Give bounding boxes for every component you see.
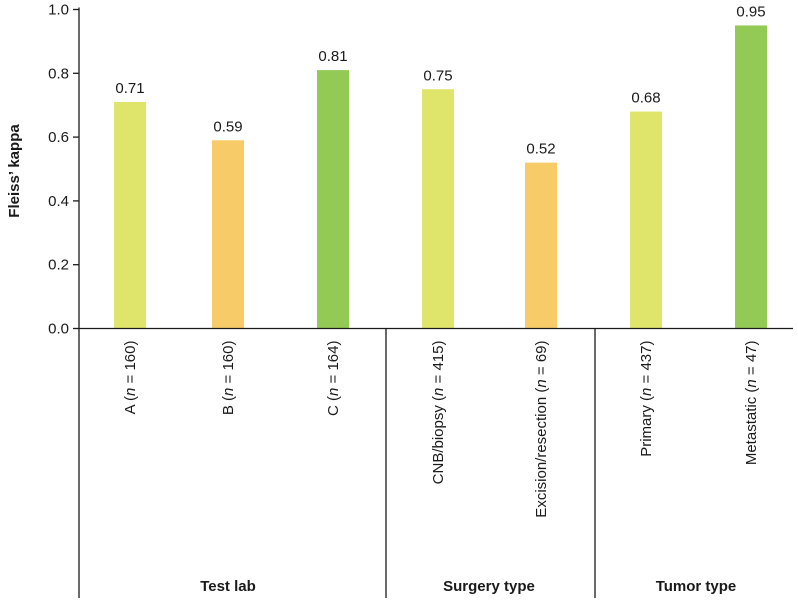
bar: [630, 111, 662, 329]
bar: [317, 70, 349, 329]
value-label: 0.52: [526, 141, 555, 158]
category-label: B (n = 160): [220, 341, 237, 416]
category-label: CNB/biopsy (n = 415): [430, 341, 447, 485]
bars: 0.71 0.59 0.81 0.75 0.52 0.68 0.95: [114, 3, 767, 329]
bar: [525, 162, 557, 329]
bar: [114, 102, 146, 329]
category-label: Primary (n = 437): [638, 341, 655, 457]
value-label: 0.75: [423, 67, 452, 84]
y-tick-label: 1.0: [48, 2, 69, 19]
y-axis-title: Fleiss’ kappa: [6, 124, 23, 218]
category-label: Excision/resection (n = 69): [533, 341, 550, 518]
bar: [212, 140, 244, 329]
value-label: 0.95: [736, 3, 765, 20]
value-label: 0.81: [318, 48, 347, 65]
y-axis: 0.0 0.2 0.4 0.6 0.8 1.0: [48, 2, 80, 598]
y-tick-label: 0.0: [48, 321, 69, 338]
group-label: Test lab: [200, 578, 256, 595]
group-label: Tumor type: [656, 578, 737, 595]
y-tick-label: 0.8: [48, 65, 69, 82]
bar: [422, 89, 454, 329]
group-label: Surgery type: [443, 578, 535, 595]
category-label: A (n = 160): [122, 341, 139, 415]
y-tick-label: 0.2: [48, 257, 69, 274]
y-tick-label: 0.4: [48, 193, 69, 210]
value-label: 0.71: [115, 80, 144, 97]
value-label: 0.68: [631, 90, 660, 107]
category-label: C (n = 164): [325, 341, 342, 416]
y-tick-label: 0.6: [48, 129, 69, 146]
value-label: 0.59: [213, 118, 242, 135]
x-axis: A (n = 160) B (n = 160) C (n = 164) CNB/bio…: [79, 327, 793, 598]
bar: [735, 25, 767, 329]
category-label: Metastatic (n = 47): [743, 341, 760, 466]
